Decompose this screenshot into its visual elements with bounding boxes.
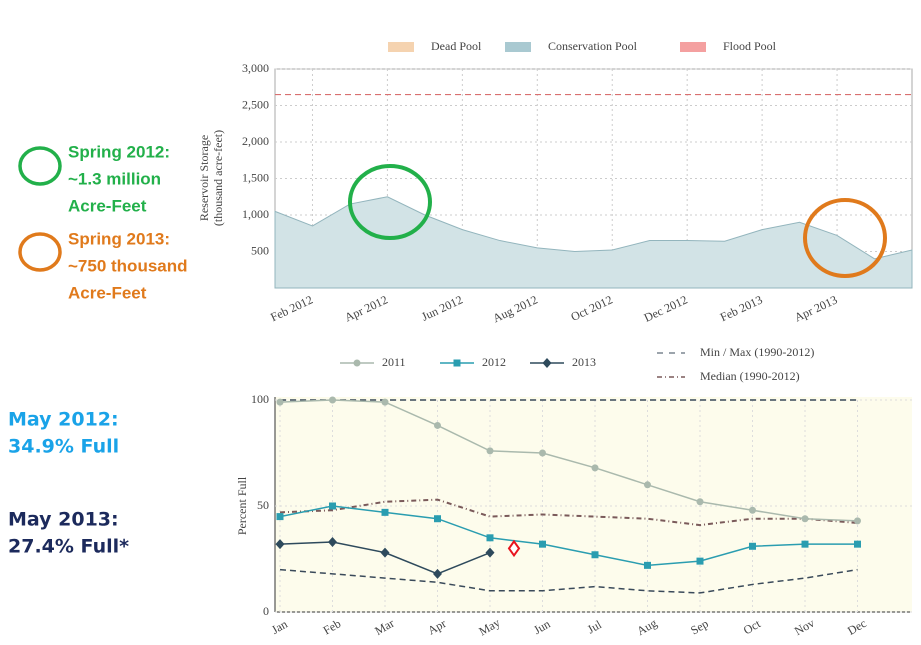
series-marker — [539, 540, 546, 548]
y-tick-label: 2,000 — [242, 134, 269, 148]
series-marker — [434, 421, 441, 429]
series-marker — [276, 513, 284, 521]
series-marker — [329, 502, 336, 510]
min-line — [279, 568, 858, 594]
series-marker — [275, 539, 285, 550]
annotation-text: 27.4% Full* — [8, 536, 129, 558]
y-tick-label: 3,000 — [242, 61, 269, 75]
legend-label: Median (1990-2012) — [700, 369, 800, 383]
legend-label: Flood Pool — [723, 39, 777, 53]
series-marker — [644, 481, 651, 489]
series-marker — [696, 557, 704, 565]
plot-area — [275, 397, 912, 612]
annotation-text: 34.9% Full — [8, 436, 119, 458]
series-marker — [434, 515, 441, 523]
x-tick-label: Jan — [269, 617, 290, 637]
annotation-text: Acre-Feet — [68, 196, 147, 215]
annotation-text: ~1.3 million — [68, 169, 161, 188]
series-marker — [328, 537, 337, 548]
series-marker — [539, 449, 546, 457]
legend-label: Conservation Pool — [548, 39, 638, 53]
series-marker — [485, 547, 495, 558]
legend-swatch — [505, 42, 531, 52]
series-marker — [801, 515, 809, 523]
median-line — [279, 498, 858, 527]
legend-marker — [542, 358, 552, 368]
series-marker — [486, 534, 494, 542]
legend-label: 2012 — [482, 355, 506, 369]
annotation-text: May 2013: — [8, 509, 119, 531]
legend-label: 2011 — [382, 355, 406, 369]
highlight-circle — [348, 164, 432, 240]
y-axis-label: Percent Full — [235, 476, 249, 535]
series-marker — [644, 561, 651, 569]
y-axis-label: (thousand acre-feet) — [211, 130, 225, 226]
legend-label: Min / Max (1990-2012) — [700, 345, 814, 359]
legend-label: 2013 — [572, 355, 596, 369]
current-marker — [507, 539, 521, 558]
area — [274, 196, 913, 289]
y-tick-label: 500 — [251, 243, 269, 257]
series-marker — [854, 517, 861, 525]
y-tick-label: 50 — [257, 498, 269, 512]
legend-swatch — [680, 42, 706, 52]
series-marker — [696, 498, 704, 506]
highlight-circle — [18, 232, 62, 272]
legend-label: Dead Pool — [431, 39, 482, 53]
y-tick-label: 0 — [263, 604, 269, 618]
series-marker — [749, 506, 756, 514]
y-axis-label: Reservoir Storage — [197, 135, 211, 221]
series-marker — [276, 398, 284, 406]
series-marker — [801, 540, 809, 548]
highlight-circle — [803, 198, 887, 278]
series-marker — [486, 447, 494, 455]
series-marker — [433, 568, 442, 579]
legend-marker — [353, 359, 361, 367]
highlight-circle — [18, 146, 62, 186]
series-line — [279, 399, 858, 522]
series-marker — [381, 508, 389, 516]
y-tick-label: 1,000 — [242, 207, 269, 221]
series-marker — [381, 398, 389, 406]
series-marker — [749, 542, 756, 550]
annotation-text: Acre-Feet — [68, 283, 147, 302]
y-tick-label: 1,500 — [242, 170, 269, 184]
series-marker — [329, 396, 336, 404]
series-marker — [591, 464, 599, 472]
y-tick-label: 2,500 — [242, 97, 269, 111]
legend-swatch — [388, 42, 414, 52]
legend-marker — [453, 359, 461, 367]
annotation-text: Spring 2012: — [68, 142, 170, 161]
series-marker — [854, 540, 861, 548]
annotation-text: ~750 thousand — [68, 256, 188, 275]
series-line — [279, 505, 858, 567]
annotation-text: May 2012: — [8, 409, 119, 431]
series-marker — [380, 547, 390, 558]
y-tick-label: 100 — [251, 392, 269, 406]
series-marker — [591, 551, 599, 559]
annotation-text: Spring 2013: — [68, 229, 170, 248]
